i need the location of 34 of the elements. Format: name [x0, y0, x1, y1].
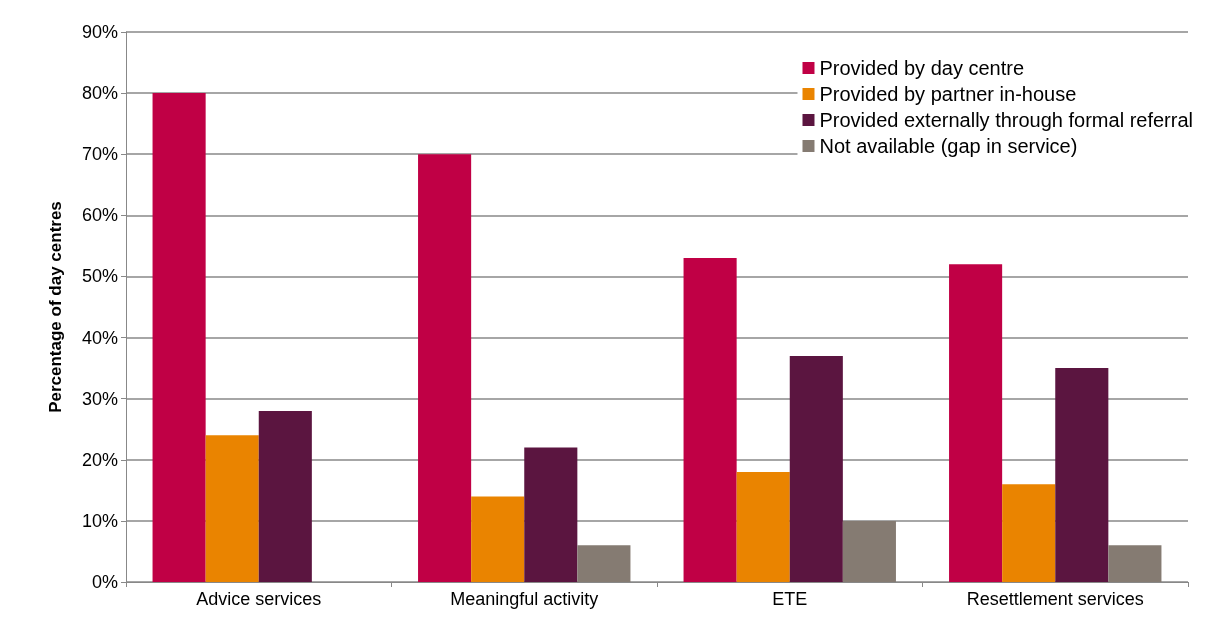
y-tick-label: 80%: [81, 83, 118, 104]
bar: [683, 258, 737, 582]
bar: [152, 93, 206, 582]
y-tick-label: 70%: [81, 144, 118, 165]
legend-label: Provided externally through formal referral: [819, 109, 1194, 131]
x-tick-label: ETE: [772, 589, 808, 609]
y-tick-label: 10%: [81, 510, 118, 531]
y-tick-label: 90%: [81, 22, 118, 42]
legend-label: Not available (gap in service): [819, 135, 1078, 157]
x-tick-label: Resettlement services: [966, 589, 1144, 609]
bar: [1055, 368, 1109, 582]
bar: [842, 520, 896, 582]
bar: [418, 154, 472, 582]
x-tick-label: Advice services: [196, 589, 322, 609]
y-tick-label: 0%: [91, 572, 118, 592]
y-tick-label: 60%: [81, 205, 118, 226]
y-axis-title: Percentage of day centres: [46, 201, 65, 413]
bar: [1108, 545, 1162, 582]
y-tick-label: 20%: [81, 449, 118, 470]
bar: [949, 264, 1003, 582]
bar: [258, 410, 312, 582]
bar: [1002, 484, 1056, 582]
bar: [736, 472, 790, 582]
bar: [577, 545, 631, 582]
legend-label: Provided by day centre: [819, 57, 1025, 79]
y-tick-label: 50%: [81, 266, 118, 287]
legend-label: Provided by partner in-house: [819, 83, 1077, 105]
bar: [471, 496, 525, 582]
bar: [205, 435, 259, 582]
bar: [524, 447, 578, 582]
y-tick-label: 40%: [81, 327, 118, 348]
x-tick-label: Meaningful activity: [450, 589, 599, 609]
bar: [789, 355, 843, 582]
y-tick-label: 30%: [81, 388, 118, 409]
